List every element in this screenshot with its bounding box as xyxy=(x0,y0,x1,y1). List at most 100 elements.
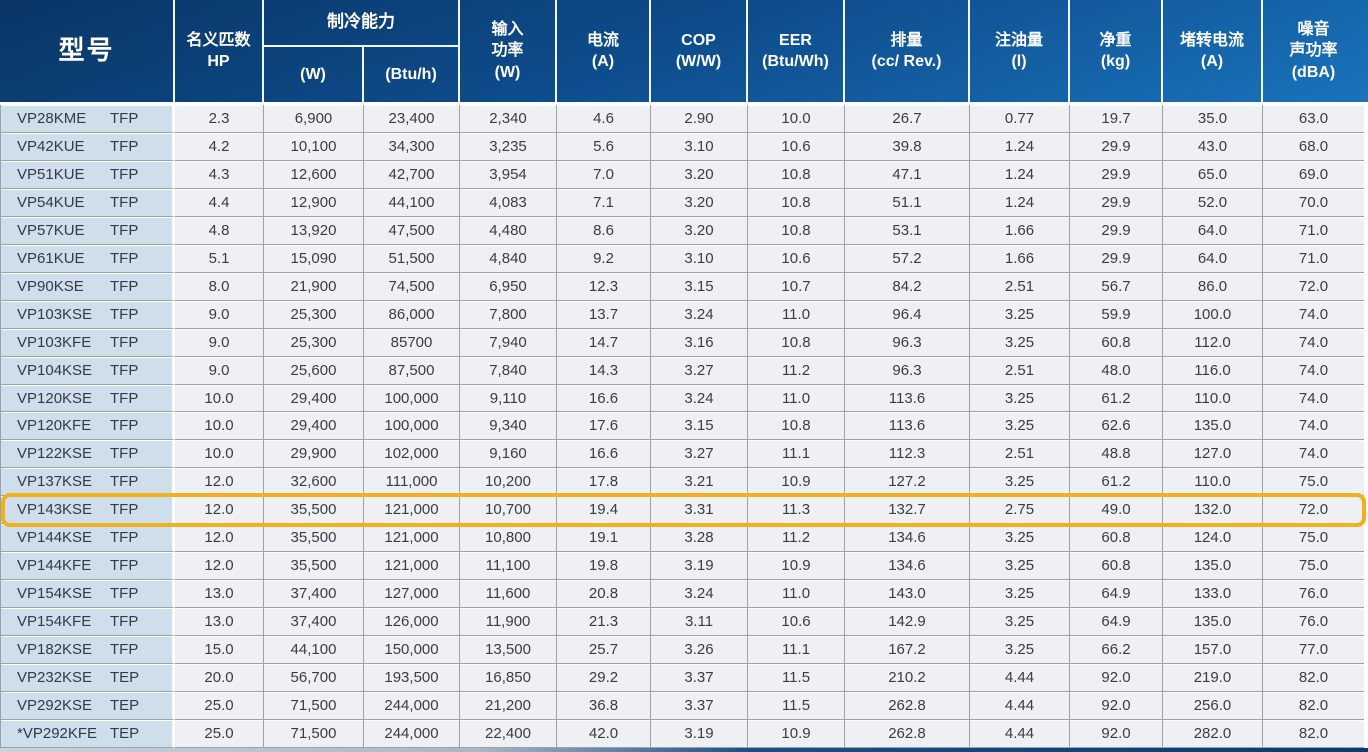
table-row[interactable]: VP28KME TFP 2.3 6,900 23,400 2,340 4.6 2.90 10.0… xyxy=(0,105,1368,133)
value-cell: 10.6 xyxy=(748,244,845,273)
value-cell: 3,235 xyxy=(460,132,557,161)
table-row[interactable]: VP42KUE TFP 4.2 10,100 34,300 3,235 5.6 3.10 10.… xyxy=(0,132,1368,161)
table-row[interactable]: VP120KSE TFP 10.0 29,400 100,000 9,110 16.6 3.2… xyxy=(0,384,1368,413)
col-header-displacement-line1: 排量 xyxy=(890,31,923,49)
value-cell: 25,300 xyxy=(264,300,364,329)
table-row[interactable]: VP144KFE TFP 12.0 35,500 121,000 11,100 19.8 3.… xyxy=(0,552,1368,581)
value-cell: 3.25 xyxy=(970,608,1070,637)
value-cell: 21.3 xyxy=(557,608,651,637)
value-cell: 63.0 xyxy=(1263,105,1364,133)
value-cell: 44,100 xyxy=(364,188,460,217)
table-row[interactable]: VP57KUE TFP 4.8 13,920 47,500 4,480 8.6 3.20 10.… xyxy=(0,216,1368,245)
col-header-noise-line2: 声功率 xyxy=(1289,42,1338,60)
value-cell: 6,950 xyxy=(460,272,557,301)
table-row[interactable]: VP137KSE TFP 12.0 32,600 111,000 10,200 17.8 3.… xyxy=(0,468,1368,497)
value-cell: 39.8 xyxy=(845,132,970,161)
table-row[interactable]: VP61KUE TFP 5.1 15,090 51,500 4,840 9.2 3.10 10.… xyxy=(0,244,1368,273)
value-cell: 167.2 xyxy=(845,636,970,665)
value-cell: 4,083 xyxy=(460,188,557,217)
value-cell: 3.25 xyxy=(970,300,1070,329)
value-cell: 64.0 xyxy=(1163,216,1263,245)
value-cell: 3.27 xyxy=(651,440,748,469)
table-row[interactable]: VP51KUE TFP 4.3 12,600 42,700 3,954 7.0 3.20 10.… xyxy=(0,160,1368,189)
value-cell: 3.19 xyxy=(651,552,748,581)
table-row[interactable]: VP292KSE TEP 25.0 71,500 244,000 21,200 36.8 3.… xyxy=(0,692,1368,720)
value-cell: 100,000 xyxy=(364,412,460,441)
model-name: VP292KSE xyxy=(17,696,93,714)
model-cell: VP120KSE TFP xyxy=(0,384,175,413)
value-cell: 5.6 xyxy=(557,132,651,161)
value-cell: 2,340 xyxy=(460,105,557,133)
table-row[interactable]: VP54KUE TFP 4.4 12,900 44,100 4,083 7.1 3.20 10.… xyxy=(0,188,1368,217)
model-name: VP154KFE xyxy=(17,613,92,631)
col-header-model-label: 型号 xyxy=(58,35,115,66)
value-cell: 53.1 xyxy=(845,216,970,245)
model-cell: VP61KUE TFP xyxy=(0,244,175,273)
value-cell: 82.0 xyxy=(1263,692,1364,720)
value-cell: 262.8 xyxy=(845,692,970,720)
value-cell: 26.7 xyxy=(845,105,970,133)
value-cell: 29,400 xyxy=(264,384,364,413)
model-type: TFP xyxy=(110,445,139,463)
model-type: TEP xyxy=(110,669,140,687)
table-row[interactable]: VP182KSE TFP 15.0 44,100 150,000 13,500 25.7 3.… xyxy=(0,636,1368,665)
model-type: TFP xyxy=(110,193,139,211)
value-cell: 9.2 xyxy=(557,244,651,273)
model-cell: VP28KME TFP xyxy=(0,105,175,133)
value-cell: 3.28 xyxy=(651,524,748,553)
value-cell: 7,800 xyxy=(460,300,557,329)
table-row[interactable]: VP120KFE TFP 10.0 29,400 100,000 9,340 17.6 3.1… xyxy=(0,412,1368,441)
value-cell: 72.0 xyxy=(1263,496,1364,525)
value-cell: 110.0 xyxy=(1163,468,1263,497)
model-name: VP104KSE xyxy=(17,361,93,379)
table-row[interactable]: VP103KFE TFP 9.0 25,300 85700 7,940 14.7 3.16 10… xyxy=(0,328,1368,357)
model-cell: VP154KSE TFP xyxy=(0,580,175,609)
table-row[interactable]: VP103KSE TFP 9.0 25,300 86,000 7,800 13.7 3.24 1… xyxy=(0,300,1368,329)
table-row[interactable]: VP90KSE TFP 8.0 21,900 74,500 6,950 12.3 3.15 10… xyxy=(0,272,1368,301)
model-type: TFP xyxy=(110,333,139,351)
value-cell: 11,600 xyxy=(460,580,557,609)
value-cell: 11.1 xyxy=(748,440,845,469)
model-cell: VP120KFE TFP xyxy=(0,412,175,441)
model-name: *VP292KFE xyxy=(17,724,98,742)
value-cell: 29,400 xyxy=(264,412,364,441)
value-cell: 132.0 xyxy=(1163,496,1263,525)
value-cell: 17.8 xyxy=(557,468,651,497)
value-cell: 29.9 xyxy=(1070,160,1163,189)
value-cell: 9.0 xyxy=(175,328,264,357)
value-cell: 15,090 xyxy=(264,244,364,273)
value-cell: 11.3 xyxy=(748,496,845,525)
value-cell: 19.1 xyxy=(557,524,651,553)
value-cell: 42.0 xyxy=(557,719,651,748)
table-row[interactable]: VP154KFE TFP 13.0 37,400 126,000 11,900 21.3 3.… xyxy=(0,608,1368,637)
value-cell: 60.8 xyxy=(1070,328,1163,357)
table-row[interactable]: VP232KSE TEP 20.0 56,700 193,500 16,850 29.2 3.… xyxy=(0,664,1368,693)
col-header-cop-line1: COP xyxy=(681,31,716,49)
value-cell: 29.9 xyxy=(1070,216,1163,245)
value-cell: 134.6 xyxy=(845,552,970,581)
table-row[interactable]: VP122KSE TFP 10.0 29,900 102,000 9,160 16.6 3.2… xyxy=(0,440,1368,469)
value-cell: 76.0 xyxy=(1263,580,1364,609)
value-cell: 11.0 xyxy=(748,300,845,329)
value-cell: 1.66 xyxy=(970,244,1070,273)
model-cell: VP137KSE TFP xyxy=(0,468,175,497)
value-cell: 42,700 xyxy=(364,160,460,189)
table-row[interactable]: VP144KSE TFP 12.0 35,500 121,000 10,800 19.1 3.… xyxy=(0,524,1368,553)
col-header-noise-line1: 噪音 xyxy=(1297,21,1330,39)
value-cell: 64.9 xyxy=(1070,608,1163,637)
value-cell: 10.0 xyxy=(175,412,264,441)
table-row[interactable]: VP143KSE TFP 12.0 35,500 121,000 10,700 19.4 3.… xyxy=(0,496,1368,525)
model-cell: VP292KSE TEP xyxy=(0,692,175,720)
value-cell: 134.6 xyxy=(845,524,970,553)
value-cell: 48.0 xyxy=(1070,356,1163,385)
model-type: TFP xyxy=(110,641,139,659)
table-row[interactable]: VP104KSE TFP 9.0 25,600 87,500 7,840 14.3 3.27 1… xyxy=(0,356,1368,385)
value-cell: 10.8 xyxy=(748,412,845,441)
table-row[interactable]: *VP292KFE TEP 25.0 71,500 244,000 22,400 42.0 3… xyxy=(0,719,1368,748)
value-cell: 47.1 xyxy=(845,160,970,189)
model-name: VP144KSE xyxy=(17,529,93,547)
table-row[interactable]: VP154KSE TFP 13.0 37,400 127,000 11,600 20.8 3.… xyxy=(0,580,1368,609)
value-cell: 10.9 xyxy=(748,468,845,497)
col-header-locked-rotor-line1: 堵转电流 xyxy=(1179,31,1244,49)
value-cell: 13.0 xyxy=(175,580,264,609)
